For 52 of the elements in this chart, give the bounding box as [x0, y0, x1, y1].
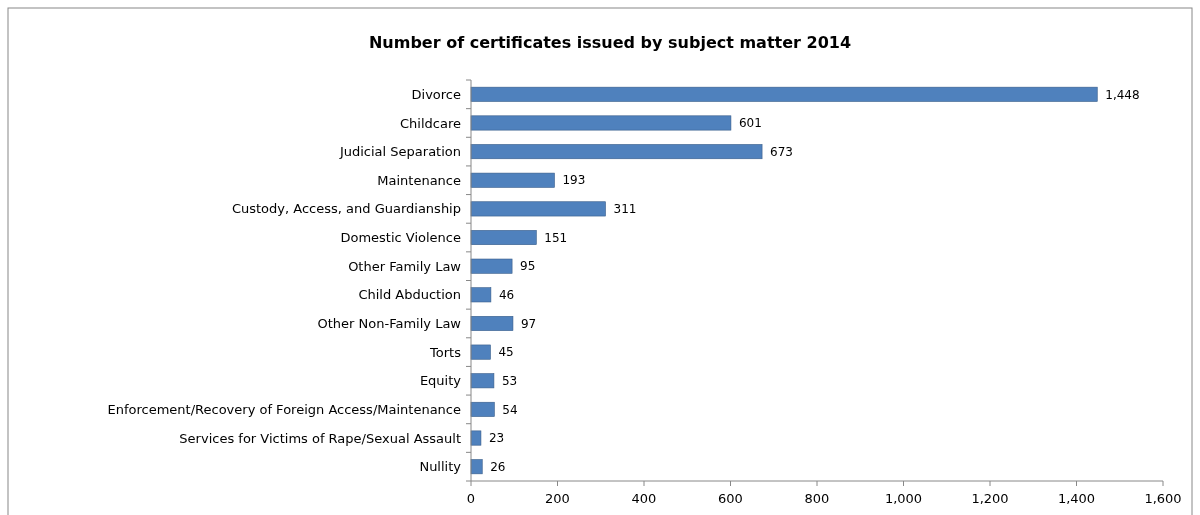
y-tick-label: Child Abduction — [358, 287, 461, 303]
chart-title: Number of certificates issued by subject matter 2014 — [368, 33, 852, 52]
data-label: 673 — [770, 144, 793, 159]
y-tick-label: Torts — [429, 344, 462, 360]
bar — [470, 373, 495, 389]
x-tick-label: 400 — [631, 491, 657, 506]
data-label: 601 — [738, 116, 762, 131]
data-label: 23 — [488, 431, 505, 446]
y-tick-label: Custody, Access, and Guardianship — [231, 201, 461, 217]
y-tick-label: Domestic Violence — [340, 230, 461, 246]
data-label: 54 — [502, 402, 518, 417]
data-label: 151 — [544, 230, 568, 245]
bar — [470, 430, 482, 446]
x-tick-label: 600 — [718, 491, 743, 506]
bar — [470, 86, 1098, 102]
data-label: 97 — [520, 316, 537, 331]
y-tick-label: Other Non-Family Law — [317, 316, 462, 332]
bar — [470, 144, 763, 160]
y-tick-label: Enforcement/Recovery of Foreign Access/Maintenance — [107, 401, 461, 417]
x-tick-label: 200 — [545, 491, 570, 506]
bar — [470, 258, 513, 274]
y-tick-label: Judicial Separation — [338, 144, 461, 160]
data-label: 193 — [562, 173, 586, 188]
bar — [470, 316, 514, 331]
data-label: 46 — [498, 288, 515, 303]
bar — [470, 344, 491, 360]
x-tick-label: 1,400 — [1057, 491, 1096, 506]
y-tick-label: Services for Victims of Rape/Sexual Assault — [179, 430, 461, 446]
x-tick-label: 800 — [804, 491, 830, 506]
bar — [470, 201, 606, 217]
x-tick-label: 0 — [466, 491, 476, 506]
y-tick-label: Other Family Law — [348, 258, 462, 274]
bar — [470, 172, 555, 188]
x-tick-label: 1,200 — [971, 491, 1009, 506]
data-label: 1,448 — [1105, 87, 1140, 102]
data-label: 95 — [520, 259, 536, 274]
x-tick-label: 1,000 — [884, 491, 923, 506]
data-label: 26 — [490, 459, 506, 474]
data-label: 311 — [613, 202, 637, 217]
x-tick-label: 1,600 — [1144, 491, 1182, 506]
y-tick-label: Maintenance — [377, 172, 461, 188]
bar — [470, 401, 495, 417]
y-tick-label: Divorce — [411, 86, 461, 102]
y-tick-label: Nullity — [419, 459, 462, 475]
bar — [470, 230, 537, 245]
data-label: 53 — [501, 373, 518, 388]
bar — [470, 459, 483, 475]
y-tick-label: Equity — [419, 373, 462, 389]
y-tick-label: Childcare — [400, 115, 461, 131]
data-label: 45 — [498, 345, 514, 360]
bar — [470, 115, 732, 131]
bar — [470, 287, 492, 303]
